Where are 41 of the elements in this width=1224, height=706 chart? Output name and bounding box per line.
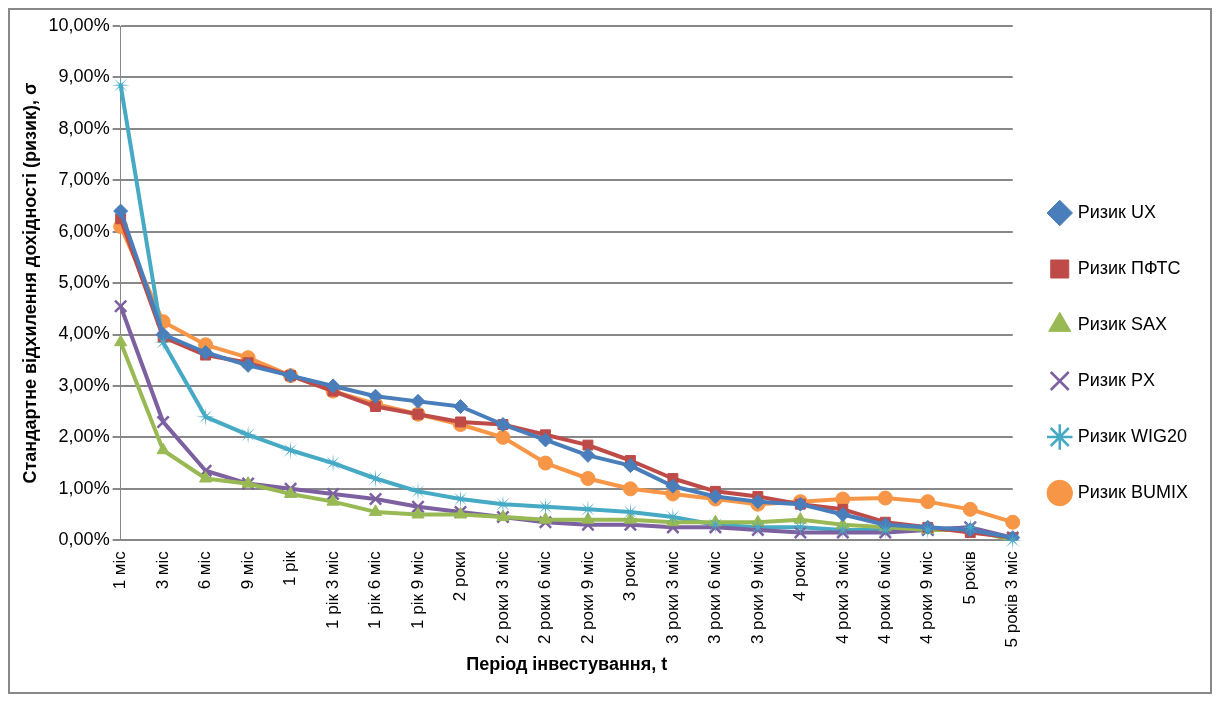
y-tick-label: 7,00%: [58, 169, 110, 190]
y-tick-label: 0,00%: [58, 529, 110, 550]
x-tick-label: 3 роки 6 міс: [705, 550, 725, 645]
y-tick-label: 2,00%: [58, 426, 110, 447]
x-axis-title: Період інвестування, t: [466, 654, 668, 675]
legend-label: Ризик UX: [1077, 201, 1156, 222]
x-tick-label: 9 міс: [237, 550, 257, 590]
y-tick-label: 3,00%: [58, 374, 110, 395]
x-tick-label: 5 років: [959, 551, 979, 605]
y-tick-label: 1,00%: [58, 477, 110, 498]
y-tick-label: 8,00%: [58, 117, 110, 138]
y-axis-title: Стандартне відхилення дохідності (ризик), σ: [19, 82, 40, 484]
x-tick-label: 4 роки 3 міс: [832, 550, 852, 645]
x-tick-label: 1 рік 3 міс: [322, 550, 342, 629]
x-tick-label: 1 рік 6 міс: [365, 550, 385, 629]
legend-label: Ризик WIG20: [1077, 425, 1188, 446]
x-tick-label: 3 міс: [152, 550, 172, 590]
y-tick-label: 5,00%: [58, 272, 110, 293]
x-tick-label: 1 рік 9 міс: [407, 550, 427, 629]
legend-label: Ризик BUMIX: [1077, 481, 1188, 502]
x-tick-label: 1 міс: [110, 550, 130, 590]
x-tick-label: 2 роки 9 міс: [577, 550, 597, 645]
x-tick-label: 3 роки 3 міс: [662, 550, 682, 645]
x-tick-label: 4 роки: [790, 551, 810, 602]
x-tick-label: 4 роки 9 міс: [917, 550, 937, 645]
y-tick-label: 6,00%: [58, 220, 110, 241]
y-tick-label: 9,00%: [58, 66, 110, 87]
legend-label: Ризик PX: [1077, 369, 1156, 390]
x-tick-label: 6 міс: [195, 550, 215, 590]
x-tick-label: 2 роки 3 міс: [492, 550, 512, 645]
y-tick-label: 10,00%: [48, 14, 110, 35]
x-tick-label: 4 роки 6 міс: [874, 550, 894, 645]
x-tick-label: 3 роки: [620, 551, 640, 602]
x-tick-label: 3 роки 9 міс: [747, 550, 767, 645]
x-tick-label: 1 рік: [280, 550, 300, 587]
y-tick-label: 4,00%: [58, 323, 110, 344]
legend-label: Ризик ПФТС: [1077, 257, 1181, 278]
x-tick-label: 2 роки 6 міс: [535, 550, 555, 645]
legend-label: Ризик SAX: [1077, 313, 1168, 334]
x-tick-label: 5 років 3 міс: [1002, 550, 1022, 648]
x-tick-label: 2 роки: [450, 551, 470, 602]
